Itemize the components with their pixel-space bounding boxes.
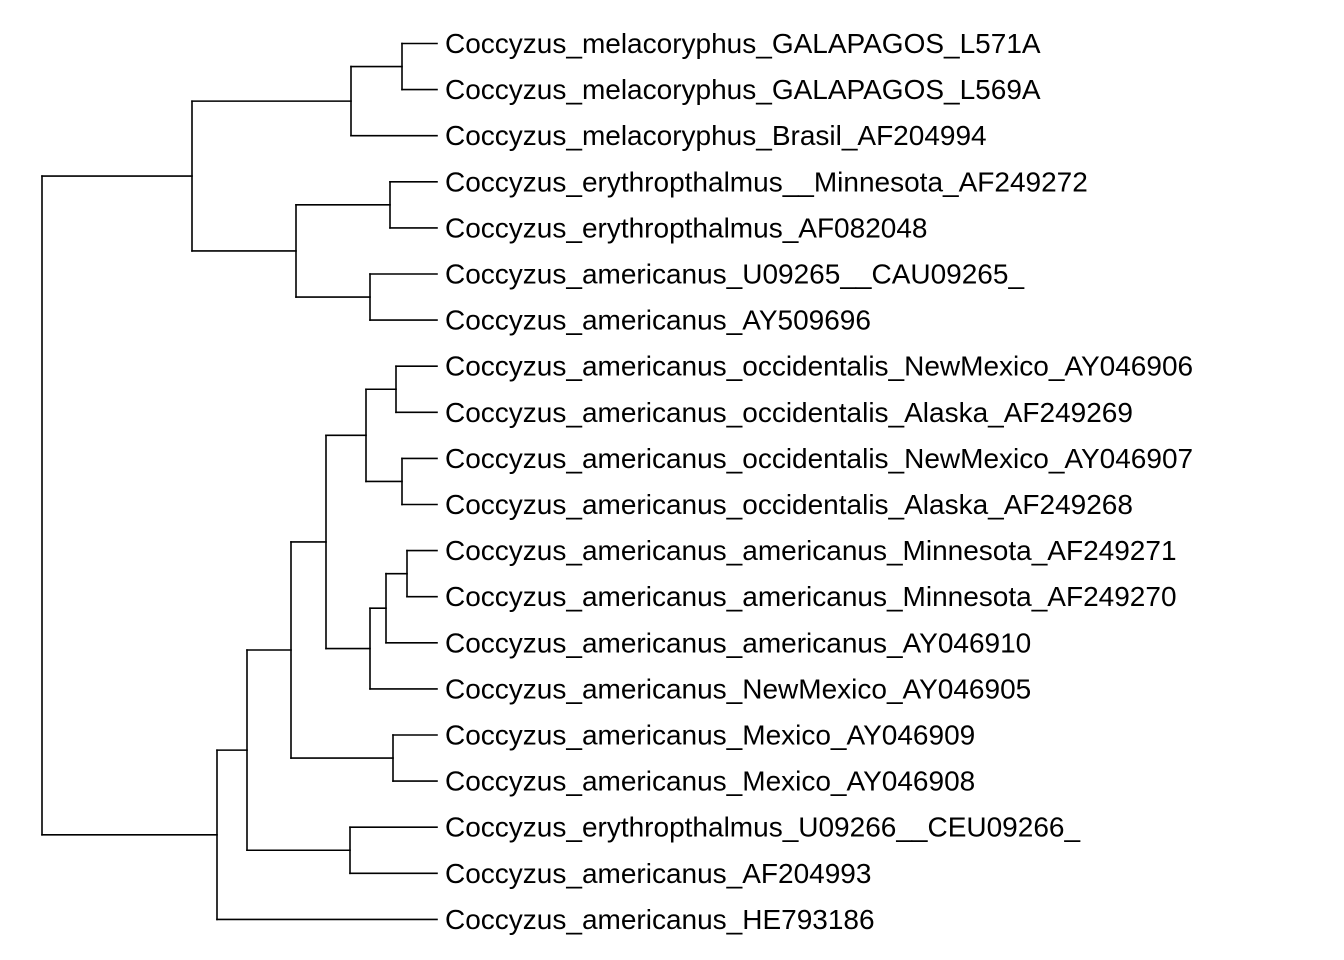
tip-label: Coccyzus_americanus_AF204993 (445, 858, 871, 889)
tip-label: Coccyzus_melacoryphus_Brasil_AF204994 (445, 120, 987, 151)
tip-label: Coccyzus_americanus_americanus_Minnesota… (445, 581, 1177, 612)
tip-label: Coccyzus_erythropthalmus_AF082048 (445, 212, 927, 243)
tip-label: Coccyzus_americanus_occidentalis_NewMexi… (445, 443, 1193, 474)
tip-label: Coccyzus_americanus_americanus_Minnesota… (445, 535, 1177, 566)
tip-label: Coccyzus_americanus_Mexico_AY046908 (445, 766, 975, 797)
tip-label: Coccyzus_americanus_occidentalis_Alaska_… (445, 489, 1133, 520)
tip-labels: Coccyzus_melacoryphus_GALAPAGOS_L571A Coc… (445, 28, 1193, 935)
tree-branches (41, 42, 438, 921)
tip-label: Coccyzus_americanus_AY509696 (445, 305, 871, 336)
tip-label: Coccyzus_melacoryphus_GALAPAGOS_L569A (445, 74, 1041, 105)
tip-label: Coccyzus_erythropthalmus_U09266__CEU0926… (445, 812, 1080, 843)
tip-label: Coccyzus_americanus_Mexico_AY046909 (445, 720, 975, 751)
tip-label: Coccyzus_americanus_americanus_AY046910 (445, 627, 1031, 658)
tip-label: Coccyzus_americanus_occidentalis_Alaska_… (445, 397, 1133, 428)
tip-label: Coccyzus_melacoryphus_GALAPAGOS_L571A (445, 28, 1041, 59)
tip-label: Coccyzus_americanus_NewMexico_AY046905 (445, 673, 1031, 704)
tip-label: Coccyzus_americanus_HE793186 (445, 904, 875, 935)
tip-label: Coccyzus_americanus_occidentalis_NewMexi… (445, 351, 1193, 382)
tip-label: Coccyzus_erythropthalmus__Minnesota_AF24… (445, 166, 1088, 197)
tip-label: Coccyzus_americanus_U09265__CAU09265_ (445, 259, 1024, 290)
